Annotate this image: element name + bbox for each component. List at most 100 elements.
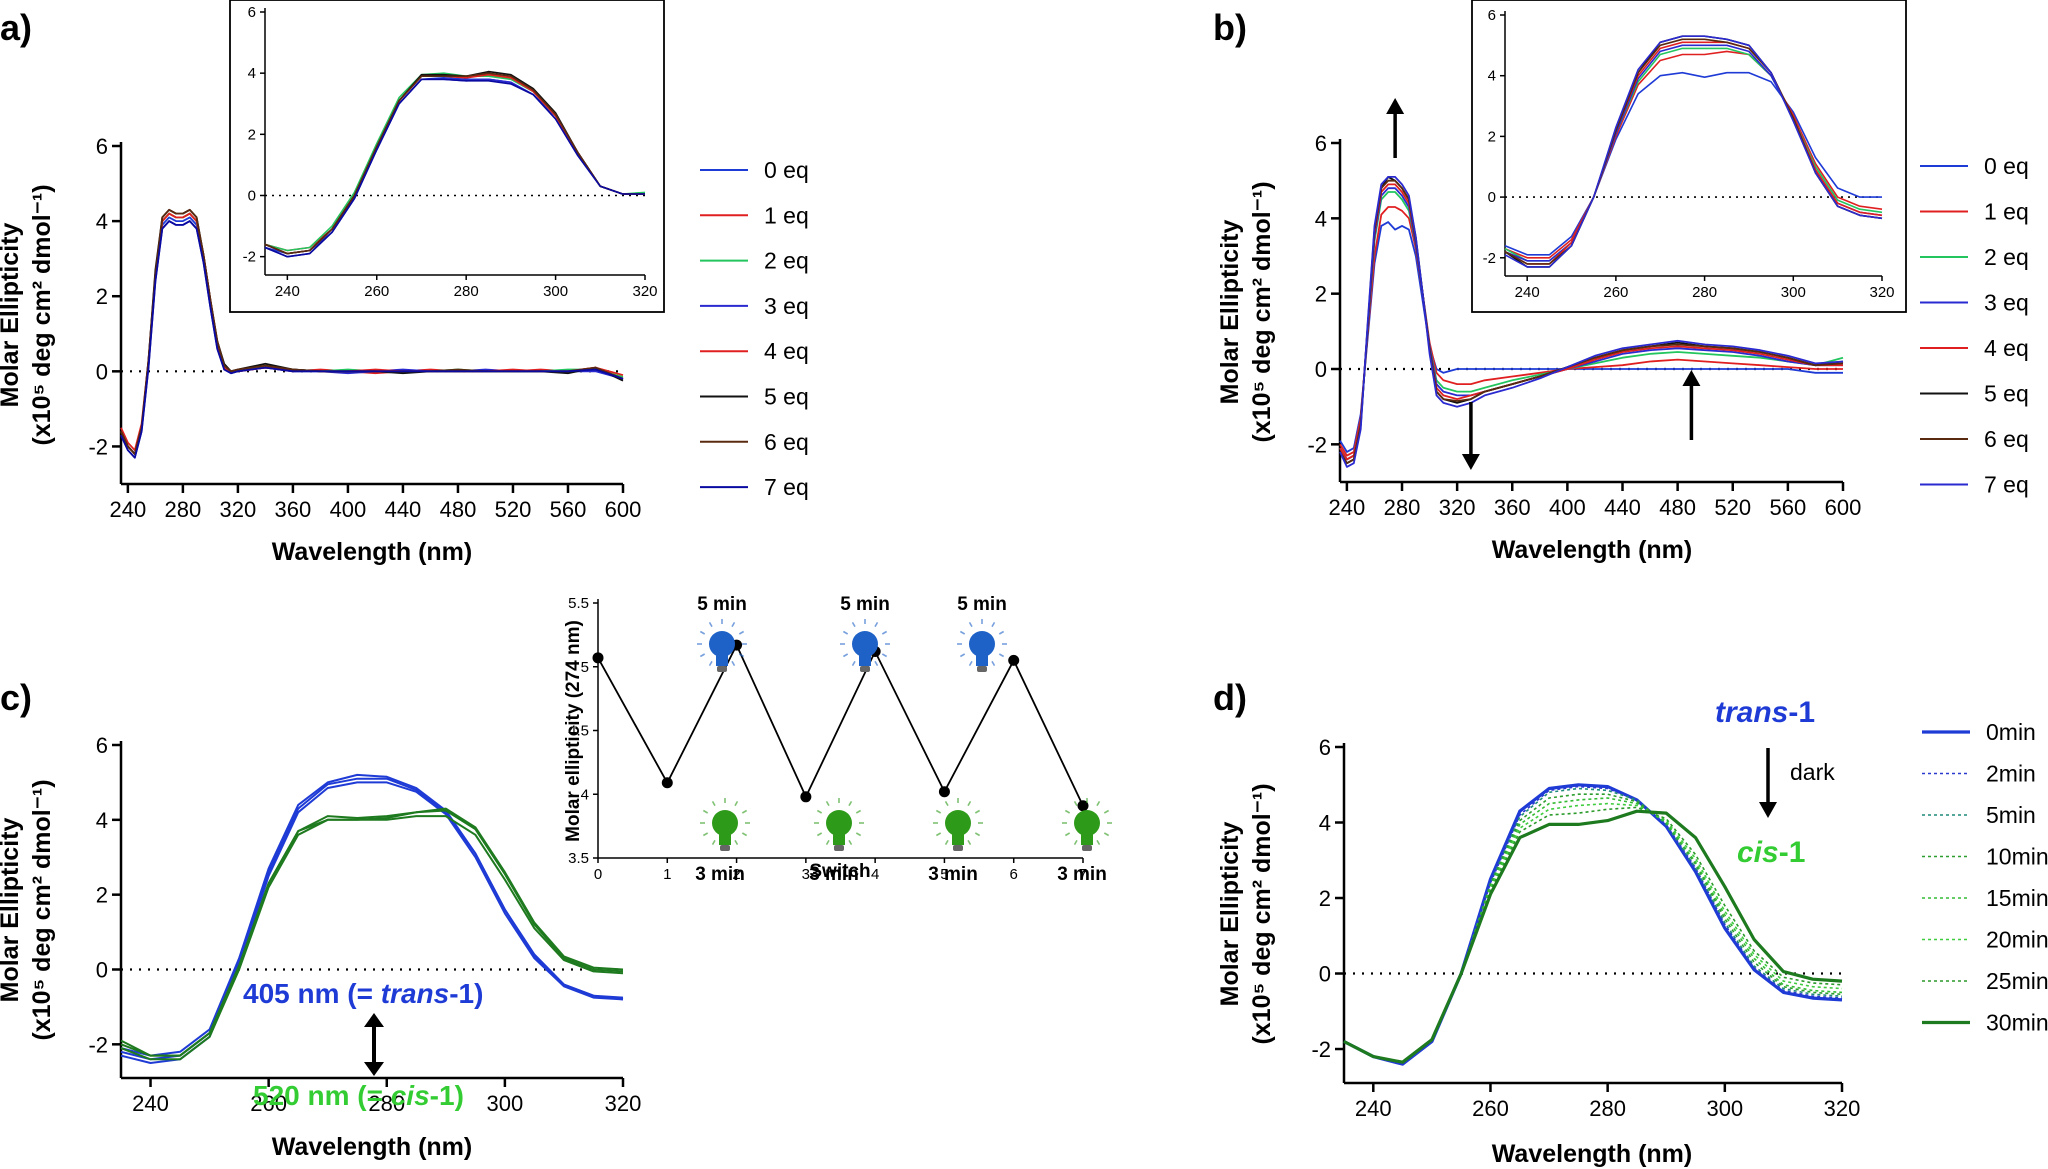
- c-inset-point: [1077, 800, 1089, 812]
- a-inset-x-tick-label: 320: [632, 283, 657, 300]
- d-series-10min: [1343, 793, 1843, 1063]
- c-series-cis-1-520-nm-c: [120, 807, 624, 1057]
- b-arrow-down-head: [1461, 454, 1480, 470]
- b-legend-label: 3 eq: [1984, 290, 2029, 316]
- b-inset-x-tick-label: 300: [1781, 284, 1806, 301]
- c-green-bulb-icon-ray: [967, 839, 972, 846]
- c-green-bulb-icon-ray: [1096, 800, 1101, 807]
- b-x-tick-label: 400: [1549, 495, 1586, 520]
- b-arrow-up-2-head: [1682, 370, 1701, 386]
- c-annotation-trans-prefix: 405 nm (=: [243, 978, 381, 1009]
- b-x-tick-label: 600: [1825, 495, 1862, 520]
- c-blue-bulb-icon-ray: [731, 621, 736, 628]
- c-inset-point: [592, 652, 604, 664]
- c-xlabel: Wavelength (nm): [272, 1133, 472, 1161]
- a-series-7-eq: [120, 220, 624, 459]
- b-inset-y-tick-label: 4: [1488, 68, 1496, 85]
- d-ylabel-line2: (x10⁵ deg cm² dmol⁻¹): [1248, 783, 1276, 1044]
- b-legend-label: 6 eq: [1984, 426, 2029, 452]
- c-blue-time-label: 5 min: [957, 594, 1007, 615]
- c-blue-bulb-icon-ray: [991, 621, 996, 628]
- c-inset-ylabel-text: Molar ellipticity (274 nm): [563, 620, 584, 842]
- d-y-tick-label: 0: [1319, 962, 1331, 987]
- c-green-time-label: 3 min: [809, 864, 859, 885]
- c-blue-bulb-icon-glass: [852, 631, 878, 657]
- c-green-bulb-icon-ray: [734, 839, 739, 846]
- c-green-bulb-icon-ray: [974, 809, 981, 814]
- panel-label-c: c): [0, 677, 32, 718]
- c-green-bulb-icon-ray: [702, 809, 709, 814]
- b-inset-x-tick-label: 280: [1692, 284, 1717, 301]
- c-green-bulb-icon-base: [834, 845, 844, 851]
- c-blue-bulb-icon-glass: [709, 631, 735, 657]
- a-x-tick-label: 560: [550, 497, 587, 522]
- c-green-bulb-icon-ray: [855, 832, 862, 837]
- c-blue-bulb-icon-ray: [708, 621, 713, 628]
- c-green-bulb-icon-ray: [734, 800, 739, 807]
- a-x-tick-label: 440: [385, 497, 422, 522]
- b-inset-series-1-eq: [1504, 50, 1883, 259]
- a-inset-x-tick-label: 280: [454, 283, 479, 300]
- b-inset-y-tick-label: -2: [1483, 250, 1496, 267]
- c-green-bulb-icon-neck: [833, 834, 845, 845]
- a-legend-label: 7 eq: [764, 474, 809, 500]
- c-annotation-cis-prefix: 520 nm (=: [253, 1080, 391, 1111]
- c-blue-bulb-icon-ray: [991, 660, 996, 667]
- c-green-bulb-icon: [1062, 798, 1112, 851]
- b-inset-series-0-eq: [1504, 71, 1882, 256]
- d-annotation-trans: trans-1: [1715, 696, 1815, 729]
- a-x-tick-label: 480: [440, 497, 477, 522]
- c-green-bulb-icon-neck: [719, 834, 731, 845]
- d-annotation-trans-italic: trans: [1715, 696, 1788, 729]
- d-annotation-cis-suffix: -1: [1779, 836, 1806, 869]
- c-blue-bulb-icon-ray: [998, 653, 1005, 658]
- b-y-tick-label: 4: [1315, 206, 1327, 231]
- c-inset-x-tick-label: 4: [871, 866, 879, 883]
- c-green-bulb-icon-base: [1082, 845, 1092, 851]
- a-legend-label: 1 eq: [764, 202, 809, 228]
- a-y-tick-label: 0: [96, 359, 108, 384]
- d-x-tick-label: 280: [1589, 1096, 1626, 1121]
- c-ylabel-line2: (x10⁵ deg cm² dmol⁻¹): [28, 779, 56, 1040]
- a-inset-series-6-eq: [264, 72, 645, 255]
- d-series-25min: [1343, 806, 1843, 1063]
- a-xlabel: Wavelength (nm): [272, 538, 472, 566]
- c-blue-bulb-icon-ray: [699, 653, 706, 658]
- b-legend-label: 7 eq: [1984, 472, 2029, 498]
- d-series-20min: [1343, 802, 1843, 1063]
- c-inset-y-tick-label: 5.5: [568, 595, 589, 612]
- d-x-tick-label: 300: [1706, 1096, 1743, 1121]
- a-inset-y-tick-label: 6: [248, 4, 256, 21]
- c-y-tick-label: 6: [96, 733, 108, 758]
- b-series-7-eq: [1339, 176, 1844, 468]
- b-inset-y-tick-label: 0: [1488, 189, 1496, 206]
- d-legend-label: 0min: [1986, 719, 2036, 745]
- c-blue-bulb-icon-base: [977, 666, 987, 672]
- c-green-bulb-icon-ray: [944, 839, 949, 846]
- c-inset-y-tick-label: 3.5: [568, 850, 589, 867]
- panel-label-b: b): [1213, 7, 1247, 48]
- c-green-bulb-icon-ray: [741, 809, 748, 814]
- a-inset-y-tick-label: 2: [248, 126, 256, 143]
- a-inset-y-tick-label: 0: [248, 187, 256, 204]
- c-blue-bulb-icon-ray: [881, 630, 888, 635]
- d-x-tick-label: 240: [1355, 1096, 1392, 1121]
- c-series-cis-1-520-nm-b: [120, 809, 624, 1061]
- c-inset-x-tick-label: 0: [594, 866, 602, 883]
- c-green-bulb-icon-ray: [741, 832, 748, 837]
- a-x-tick-label: 320: [220, 497, 257, 522]
- d-series-2min: [1343, 785, 1843, 1065]
- c-green-bulb-icon-ray: [1073, 839, 1078, 846]
- d-annotation-dark: dark: [1790, 759, 1835, 785]
- c-green-bulb-icon-ray: [935, 809, 942, 814]
- b-x-tick-label: 360: [1494, 495, 1531, 520]
- c-green-bulb-icon-neck: [952, 834, 964, 845]
- a-inset-x-tick-label: 260: [364, 283, 389, 300]
- b-arrow-up-1-head: [1386, 98, 1405, 114]
- c-blue-bulb-icon-ray: [851, 621, 856, 628]
- c-blue-bulb-icon-neck: [976, 655, 988, 666]
- a-inset-x-tick-label: 300: [543, 283, 568, 300]
- c-series-trans-1-405-nm-b: [120, 773, 624, 1057]
- c-green-bulb-icon: [814, 798, 864, 851]
